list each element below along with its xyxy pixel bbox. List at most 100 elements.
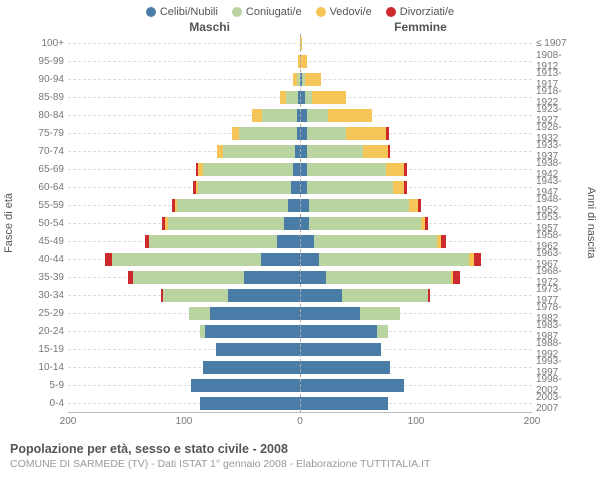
female-half [300, 52, 532, 70]
segment-coniugati [307, 127, 346, 140]
segment-divorziati [474, 253, 481, 266]
age-tick: 5-9 [18, 376, 68, 394]
legend-item-celibi: Celibi/Nubili [146, 6, 218, 18]
segment-celibi [288, 199, 300, 212]
female-bar [300, 55, 307, 68]
segment-vedovi [300, 55, 307, 68]
male-half [68, 160, 300, 178]
female-bar [300, 127, 389, 140]
male-half [68, 286, 300, 304]
male-bar [189, 307, 300, 320]
age-tick: 30-34 [18, 286, 68, 304]
y-axis-left: 100+95-9990-9485-8980-8475-7970-7465-696… [18, 34, 68, 412]
age-tick: 65-69 [18, 160, 68, 178]
segment-celibi [300, 271, 326, 284]
female-bar [300, 235, 446, 248]
segment-coniugati [307, 145, 363, 158]
segment-divorziati [418, 199, 420, 212]
segment-coniugati [377, 325, 389, 338]
male-half [68, 214, 300, 232]
segment-celibi [210, 307, 300, 320]
male-bar [161, 289, 300, 302]
segment-coniugati [133, 271, 244, 284]
segment-coniugati [360, 307, 399, 320]
x-axis: 2001000100200 [68, 412, 532, 436]
female-half [300, 304, 532, 322]
male-bar [203, 361, 300, 374]
chart-area: Fasce di età 100+95-9990-9485-8980-8475-… [0, 34, 600, 412]
male-half [68, 70, 300, 88]
male-half [68, 124, 300, 142]
age-tick: 75-79 [18, 124, 68, 142]
segment-vedovi [393, 181, 405, 194]
segment-celibi [291, 181, 300, 194]
female-half [300, 286, 532, 304]
segment-celibi [300, 397, 388, 410]
segment-vedovi [346, 127, 385, 140]
male-bar [196, 163, 300, 176]
segment-celibi [300, 361, 390, 374]
female-half [300, 358, 532, 376]
male-bar [105, 253, 300, 266]
segment-coniugati [223, 145, 295, 158]
male-half [68, 142, 300, 160]
female-bar [300, 163, 407, 176]
male-half [68, 196, 300, 214]
male-half [68, 250, 300, 268]
x-tick: 200 [60, 416, 77, 427]
x-tick: 100 [176, 416, 193, 427]
female-bar [300, 307, 400, 320]
legend: Celibi/NubiliConiugati/eVedovi/eDivorzia… [0, 0, 600, 20]
age-tick: 90-94 [18, 70, 68, 88]
female-half [300, 394, 532, 412]
segment-celibi [300, 145, 307, 158]
legend-label: Coniugati/e [246, 6, 302, 18]
male-bar [293, 73, 300, 86]
segment-coniugati [163, 289, 228, 302]
y-axis-right: ≤ 19071908-19121913-19171918-19221923-19… [532, 34, 582, 412]
segment-celibi [277, 235, 300, 248]
segment-vedovi [252, 109, 261, 122]
female-half [300, 250, 532, 268]
segment-coniugati [307, 181, 393, 194]
female-half [300, 124, 532, 142]
segment-coniugati [326, 271, 451, 284]
coniugati-swatch [232, 7, 242, 17]
caption-title: Popolazione per età, sesso e stato civil… [10, 442, 590, 456]
segment-coniugati [342, 289, 428, 302]
age-tick: 100+ [18, 34, 68, 52]
female-half [300, 142, 532, 160]
legend-label: Vedovi/e [330, 6, 372, 18]
segment-coniugati [198, 181, 291, 194]
male-bar [232, 127, 300, 140]
female-half [300, 88, 532, 106]
segment-celibi [216, 343, 300, 356]
segment-coniugati [305, 91, 312, 104]
female-bar [300, 181, 407, 194]
segment-coniugati [307, 109, 328, 122]
age-tick: 50-54 [18, 214, 68, 232]
male-bar [280, 91, 300, 104]
segment-vedovi [363, 145, 389, 158]
vedovi-swatch [316, 7, 326, 17]
segment-divorziati [386, 127, 389, 140]
caption: Popolazione per età, sesso e stato civil… [0, 436, 600, 470]
male-bar [216, 145, 300, 158]
segment-coniugati [189, 307, 210, 320]
segment-coniugati [112, 253, 260, 266]
segment-celibi [300, 325, 377, 338]
male-half [68, 322, 300, 340]
female-header: Femmine [303, 20, 539, 34]
female-bar [300, 109, 372, 122]
age-tick: 15-19 [18, 340, 68, 358]
segment-coniugati [177, 199, 288, 212]
segment-celibi [300, 307, 360, 320]
female-half [300, 376, 532, 394]
male-header: Maschi [62, 20, 303, 34]
male-half [68, 268, 300, 286]
female-bar [300, 379, 404, 392]
segment-vedovi [312, 91, 347, 104]
segment-celibi [300, 253, 319, 266]
female-half [300, 160, 532, 178]
segment-coniugati [309, 199, 409, 212]
